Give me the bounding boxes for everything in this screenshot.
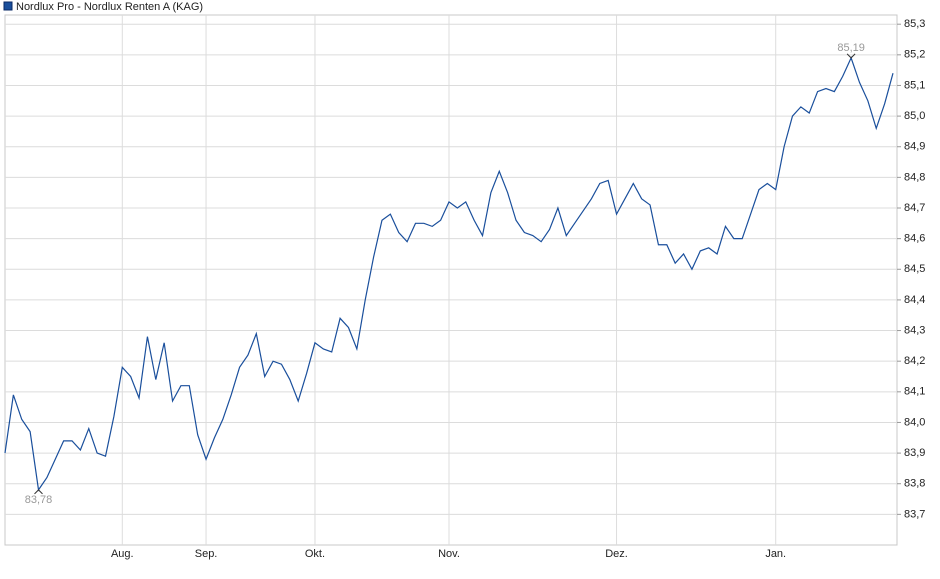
y-tick-label: 84,3: [904, 324, 925, 336]
y-tick-label: 84,7: [904, 202, 925, 214]
y-tick-label: 84,2: [904, 355, 925, 367]
annotation-marker: [846, 53, 856, 59]
annotation-label: 83,78: [25, 494, 53, 506]
y-tick-label: 84,4: [904, 294, 925, 306]
y-tick-label: 84,1: [904, 386, 925, 398]
y-tick-label: 84,9: [904, 141, 925, 153]
plot-frame: [4, 14, 898, 546]
y-tick-label: 83,8: [904, 478, 925, 490]
x-tick-label: Nov.: [438, 548, 460, 560]
x-tick-label: Dez.: [605, 548, 628, 560]
y-tick-label: 83,9: [904, 447, 925, 459]
y-tick-label: 85,3: [904, 18, 925, 30]
y-tick-label: 84,8: [904, 171, 925, 183]
x-tick-label: Jan.: [765, 548, 786, 560]
x-tick-label: Okt.: [305, 548, 325, 560]
annotation-marker: [34, 489, 43, 495]
x-tick-label: Sep.: [195, 548, 218, 560]
legend-swatch: [3, 1, 13, 11]
y-tick-label: 84,6: [904, 233, 925, 245]
annotation-label: 85,19: [837, 42, 865, 54]
y-tick-label: 83,7: [904, 508, 925, 520]
x-tick-label: Aug.: [111, 548, 134, 560]
y-tick-label: 84,5: [904, 263, 925, 275]
legend-label: Nordlux Pro - Nordlux Renten A (KAG): [16, 1, 203, 13]
y-tick-label: 84,0: [904, 416, 925, 428]
line: [4, 56, 894, 492]
y-tick-label: 85,1: [904, 79, 925, 91]
y-tick-label: 85,2: [904, 49, 925, 61]
y-tick-label: 85,0: [904, 110, 925, 122]
